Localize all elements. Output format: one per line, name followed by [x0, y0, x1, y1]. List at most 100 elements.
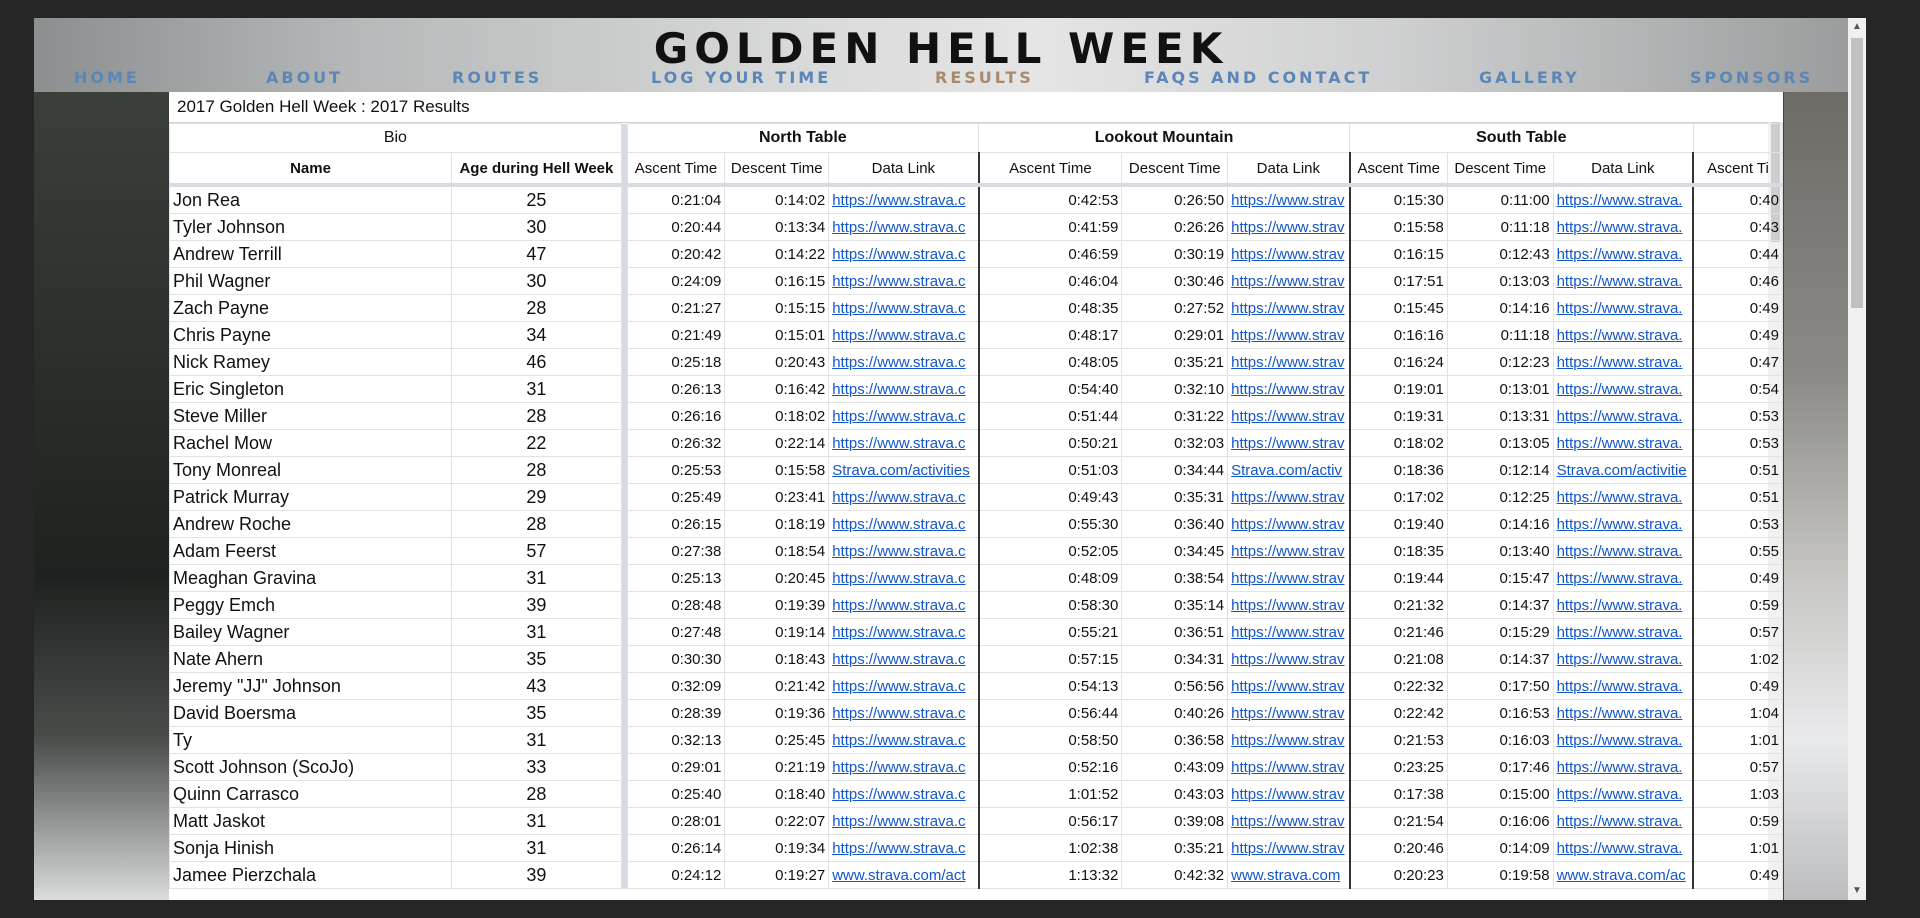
- table-cell: Strava.com/activitie: [1552, 456, 1694, 484]
- strava-link[interactable]: https://www.strava.: [1556, 785, 1683, 803]
- strava-link[interactable]: https://www.strava.: [1556, 596, 1683, 614]
- strava-link[interactable]: https://www.strava.c: [832, 407, 966, 425]
- strava-link[interactable]: https://www.strava.c: [832, 299, 966, 317]
- strava-link[interactable]: https://www.strava.c: [832, 758, 966, 776]
- strava-link[interactable]: https://www.strav: [1231, 650, 1345, 668]
- strava-link[interactable]: https://www.strav: [1231, 326, 1345, 344]
- strava-link[interactable]: https://www.strava.c: [832, 515, 966, 533]
- strava-link[interactable]: https://www.strav: [1231, 785, 1345, 803]
- strava-link[interactable]: https://www.strava.: [1556, 326, 1683, 344]
- strava-link[interactable]: https://www.strav: [1231, 272, 1345, 290]
- strava-link[interactable]: https://www.strava.: [1556, 380, 1683, 398]
- table-cell: 1:13:32: [977, 861, 1123, 889]
- table-cell: 35: [451, 645, 622, 673]
- strava-link[interactable]: www.strava.com/act: [832, 866, 966, 884]
- strava-link[interactable]: https://www.strav: [1231, 812, 1345, 830]
- page-scroll-thumb[interactable]: [1851, 38, 1863, 308]
- strava-link[interactable]: https://www.strav: [1231, 191, 1345, 209]
- strava-link[interactable]: https://www.strav: [1231, 353, 1345, 371]
- strava-link[interactable]: https://www.strava.c: [832, 839, 966, 857]
- strava-link[interactable]: https://www.strava.c: [832, 650, 966, 668]
- nav-log-your-time[interactable]: LOG YOUR TIME: [651, 68, 832, 87]
- strava-link[interactable]: https://www.strav: [1231, 731, 1345, 749]
- strava-link[interactable]: https://www.strava.c: [832, 623, 966, 641]
- strava-link[interactable]: https://www.strava.: [1556, 245, 1683, 263]
- strava-link[interactable]: https://www.strav: [1231, 758, 1345, 776]
- strava-link[interactable]: https://www.strava.: [1556, 434, 1683, 452]
- strava-link[interactable]: https://www.strava.c: [832, 704, 966, 722]
- table-cell: https://www.strav: [1227, 240, 1351, 268]
- strava-link[interactable]: https://www.strava.: [1556, 731, 1683, 749]
- table-cell: 0:18:40: [724, 780, 830, 808]
- strava-link[interactable]: www.strava.com/ac: [1556, 866, 1686, 884]
- strava-link[interactable]: https://www.strava.c: [832, 731, 966, 749]
- strava-link[interactable]: https://www.strava.c: [832, 218, 966, 236]
- strava-link[interactable]: https://www.strava.: [1556, 704, 1683, 722]
- strava-link[interactable]: https://www.strava.: [1556, 650, 1683, 668]
- table-row: Steve Miller 28 0:26:16 0:18:02 https://www.…: [169, 402, 1783, 430]
- strava-link[interactable]: https://www.strava.: [1556, 812, 1683, 830]
- scroll-down-icon[interactable]: ▼: [1852, 885, 1862, 896]
- strava-link[interactable]: https://www.strava.c: [832, 434, 966, 452]
- strava-link[interactable]: https://www.strav: [1231, 407, 1345, 425]
- strava-link[interactable]: https://www.strav: [1231, 839, 1345, 857]
- strava-link[interactable]: https://www.strava.: [1556, 407, 1683, 425]
- strava-link[interactable]: https://www.strava.: [1556, 677, 1683, 695]
- strava-link[interactable]: https://www.strava.: [1556, 839, 1683, 857]
- nav-gallery[interactable]: GALLERY: [1479, 68, 1580, 87]
- strava-link[interactable]: https://www.strav: [1231, 218, 1345, 236]
- nav-routes[interactable]: ROUTES: [452, 68, 543, 87]
- strava-link[interactable]: https://www.strav: [1231, 596, 1345, 614]
- strava-link[interactable]: https://www.strava.c: [832, 812, 966, 830]
- strava-link[interactable]: https://www.strava.c: [832, 326, 966, 344]
- strava-link[interactable]: https://www.strava.c: [832, 245, 966, 263]
- strava-link[interactable]: https://www.strava.: [1556, 488, 1683, 506]
- strava-link[interactable]: https://www.strava.c: [832, 353, 966, 371]
- strava-link[interactable]: https://www.strava.c: [832, 488, 966, 506]
- strava-link[interactable]: https://www.strav: [1231, 434, 1345, 452]
- strava-link[interactable]: https://www.strav: [1231, 569, 1345, 587]
- strava-link[interactable]: https://www.strava.: [1556, 515, 1683, 533]
- strava-link[interactable]: https://www.strav: [1231, 704, 1345, 722]
- nav-faqs-and-contact[interactable]: FAQS AND CONTACT: [1144, 68, 1373, 87]
- strava-link[interactable]: https://www.strav: [1231, 542, 1345, 560]
- strava-link[interactable]: https://www.strav: [1231, 245, 1345, 263]
- strava-link[interactable]: https://www.strav: [1231, 380, 1345, 398]
- strava-link[interactable]: https://www.strava.c: [832, 596, 966, 614]
- strava-link[interactable]: https://www.strava.: [1556, 272, 1683, 290]
- nav-results[interactable]: RESULTS: [935, 68, 1034, 87]
- nav-home[interactable]: HOME: [74, 68, 140, 87]
- strava-link[interactable]: https://www.strav: [1231, 623, 1345, 641]
- strava-link[interactable]: https://www.strava.: [1556, 353, 1683, 371]
- scroll-up-icon[interactable]: ▲: [1852, 21, 1862, 32]
- strava-link[interactable]: https://www.strava.: [1556, 569, 1683, 587]
- strava-link[interactable]: https://www.strava.: [1556, 218, 1683, 236]
- strava-link[interactable]: https://www.strava.: [1556, 191, 1683, 209]
- strava-link[interactable]: https://www.strav: [1231, 515, 1345, 533]
- nav-sponsors[interactable]: SPONSORS: [1690, 68, 1814, 87]
- page-scrollbar[interactable]: ▲ ▼: [1848, 18, 1866, 900]
- strava-link[interactable]: Strava.com/activ: [1231, 461, 1342, 479]
- strava-link[interactable]: https://www.strava.c: [832, 542, 966, 560]
- strava-link[interactable]: Strava.com/activities: [832, 461, 970, 479]
- strava-link[interactable]: https://www.strava.c: [832, 677, 966, 695]
- strava-link[interactable]: https://www.strava.c: [832, 569, 966, 587]
- strava-link[interactable]: https://www.strav: [1231, 677, 1345, 695]
- strava-link[interactable]: https://www.strava.: [1556, 758, 1683, 776]
- strava-link[interactable]: https://www.strava.: [1556, 299, 1683, 317]
- table-cell: https://www.strava.c: [828, 184, 980, 214]
- table-cell: https://www.strav: [1227, 726, 1351, 754]
- table-cell: www.strava.com/act: [828, 861, 980, 889]
- strava-link[interactable]: https://www.strava.c: [832, 380, 966, 398]
- strava-link[interactable]: https://www.strava.: [1556, 542, 1683, 560]
- strava-link[interactable]: https://www.strava.c: [832, 272, 966, 290]
- strava-link[interactable]: https://www.strava.: [1556, 623, 1683, 641]
- strava-link[interactable]: Strava.com/activitie: [1556, 461, 1687, 479]
- nav-about[interactable]: ABOUT: [266, 68, 344, 87]
- strava-link[interactable]: https://www.strava.c: [832, 785, 966, 803]
- strava-link[interactable]: www.strava.com: [1231, 866, 1341, 884]
- table-cell: 0:16:24: [1348, 348, 1448, 376]
- strava-link[interactable]: https://www.strava.c: [832, 191, 966, 209]
- strava-link[interactable]: https://www.strav: [1231, 488, 1345, 506]
- strava-link[interactable]: https://www.strav: [1231, 299, 1345, 317]
